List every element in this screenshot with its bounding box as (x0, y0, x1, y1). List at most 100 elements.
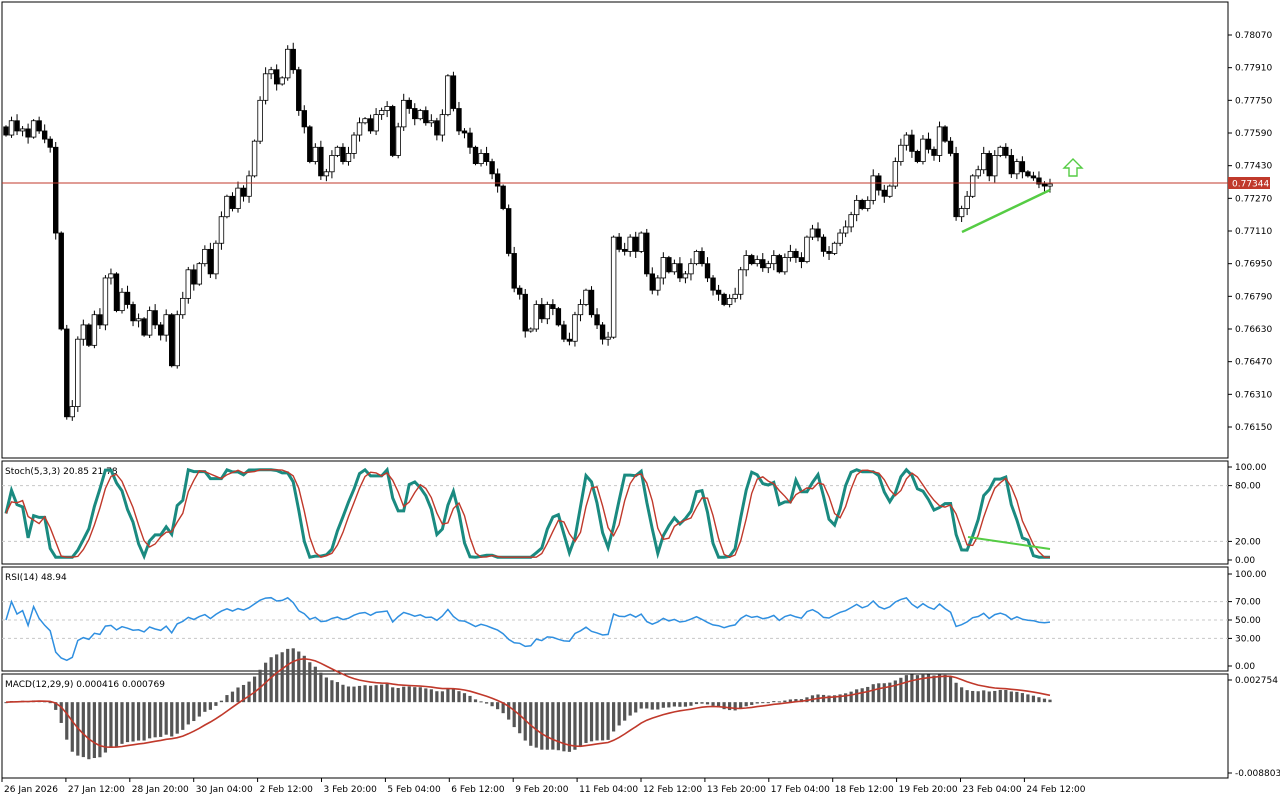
candle (975, 169, 981, 177)
macd-bar (744, 702, 748, 707)
stochastic-panel[interactable] (1, 460, 1229, 565)
macd-bar (65, 702, 69, 740)
up-arrow-icon (1062, 158, 1084, 177)
candle (384, 106, 390, 111)
macd-bar (407, 686, 411, 703)
macd-bar (937, 674, 942, 703)
time-tick-label: 11 Feb 04:00 (579, 785, 638, 795)
macd-bar (844, 693, 848, 703)
macd-bar (484, 702, 489, 704)
candle (572, 314, 578, 342)
candle (75, 338, 81, 407)
macd-bar (98, 702, 102, 758)
candle (500, 185, 506, 209)
candle (130, 304, 136, 322)
axis-tick-label: 0.002754 (1235, 676, 1278, 686)
candle (119, 291, 125, 312)
candle (859, 199, 865, 209)
candle (235, 187, 241, 209)
candle (135, 318, 142, 322)
candle (583, 289, 589, 305)
macd-bar (424, 688, 428, 703)
macd-bar (507, 702, 511, 720)
candle (644, 232, 650, 275)
candle (782, 257, 788, 273)
macd-bar (656, 702, 660, 710)
candle (434, 120, 440, 136)
macd-bar (374, 685, 378, 703)
candle (1014, 161, 1020, 175)
macd-bar (645, 702, 649, 709)
candle (202, 248, 208, 265)
macd-bar (556, 702, 560, 751)
candle (704, 263, 711, 279)
candle (793, 251, 799, 258)
macd-bar (164, 702, 168, 735)
stochastic-signal-line (5, 469, 1050, 558)
macd-bar (1004, 689, 1008, 703)
candle (351, 134, 357, 154)
macd-bar (269, 657, 273, 703)
candle (428, 120, 435, 124)
time-tick-label: 19 Feb 20:00 (899, 785, 958, 795)
macd-bar (584, 702, 588, 743)
macd-bar (772, 701, 776, 703)
macd-bar (606, 702, 610, 740)
axis-tick-label: -0.008803 (1235, 769, 1280, 779)
candle (472, 146, 479, 165)
candle (41, 130, 48, 140)
time-tick-label: 24 Feb 12:00 (1026, 785, 1085, 795)
candle (185, 269, 191, 299)
candle (146, 310, 153, 336)
candle (334, 146, 341, 156)
candle (837, 232, 843, 244)
candle (423, 110, 429, 124)
macd-bar (600, 702, 605, 741)
macd-bar (170, 702, 174, 737)
macd-bar (54, 702, 58, 710)
candle (1036, 177, 1042, 185)
candle (881, 189, 887, 197)
candle (362, 118, 368, 124)
candle (373, 114, 379, 132)
macd-bar (385, 683, 389, 703)
candle (621, 248, 628, 252)
macd-bar (617, 702, 621, 726)
candle (693, 251, 700, 265)
candle (677, 263, 683, 279)
candle (848, 214, 854, 228)
macd-bar (324, 677, 328, 703)
price-trendline (961, 188, 1051, 234)
macd-bar (181, 702, 185, 730)
time-tick-label: 26 Jan 2026 (4, 785, 58, 795)
macd-bar (219, 700, 224, 703)
candle (483, 153, 490, 162)
macd-bar (87, 702, 91, 760)
macd-bar (225, 695, 229, 703)
macd-bar (678, 702, 682, 707)
candle (1019, 161, 1026, 173)
macd-bar (313, 666, 317, 703)
candle (555, 308, 562, 326)
candle (91, 314, 98, 346)
time-tick-label: 9 Feb 20:00 (515, 785, 569, 795)
macd-bar (821, 694, 826, 703)
candle (616, 236, 622, 250)
macd-bar (893, 680, 897, 703)
macd-bar (496, 702, 500, 710)
candle (953, 153, 959, 218)
candle (141, 318, 147, 336)
macd-bar (252, 676, 257, 703)
macd-bar (402, 686, 406, 703)
macd-bar (1020, 693, 1024, 703)
candle (80, 324, 87, 340)
stochastic-trendline (967, 536, 1051, 550)
candle (53, 146, 59, 234)
candle (870, 175, 876, 201)
price-panel[interactable] (1, 1, 1229, 459)
candle (224, 195, 230, 218)
candle (754, 259, 760, 265)
macd-bar (650, 702, 654, 710)
candle (826, 251, 832, 254)
